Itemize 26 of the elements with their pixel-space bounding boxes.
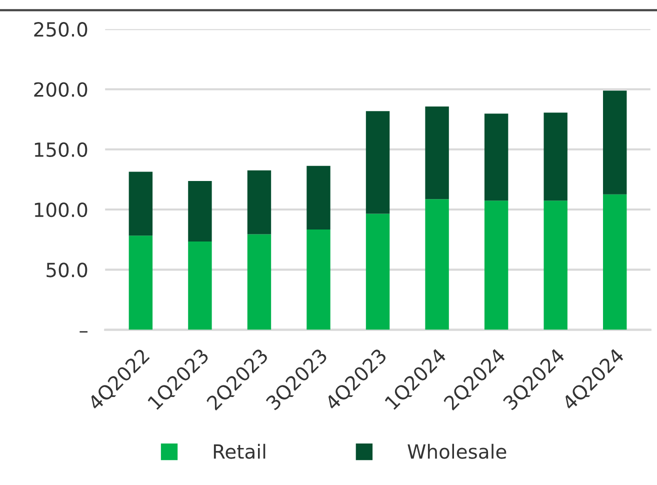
legend-label: Wholesale — [408, 444, 506, 459]
bar — [188, 181, 212, 242]
y-tick-label: 50.0 — [46, 262, 88, 278]
bar — [603, 90, 627, 194]
bar — [306, 166, 330, 230]
bar — [247, 234, 272, 330]
bar — [366, 111, 390, 214]
bar — [247, 170, 272, 234]
bar — [484, 200, 508, 330]
y-tick-label: 200.0 — [34, 82, 88, 97]
y-tick-label: 150.0 — [34, 142, 88, 158]
y-tick-label: 100.0 — [34, 202, 88, 218]
bar — [128, 172, 153, 236]
bar — [544, 112, 568, 201]
legend-label: Retail — [214, 444, 266, 459]
bar — [306, 229, 330, 330]
bar — [128, 236, 153, 330]
bar — [603, 194, 627, 330]
bar — [188, 242, 212, 330]
bar — [366, 214, 390, 330]
y-tick-label: – — [80, 331, 88, 333]
y-tick-label: 250.0 — [34, 22, 88, 37]
bar — [544, 200, 568, 330]
bar — [425, 199, 449, 330]
bar — [425, 106, 449, 200]
bar — [484, 114, 508, 201]
